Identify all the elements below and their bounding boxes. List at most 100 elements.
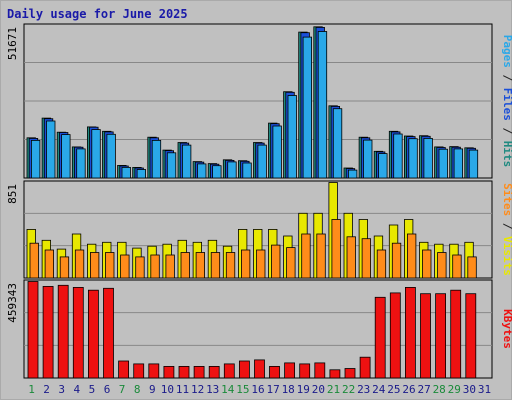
bar-pages-day-11 [181, 144, 192, 179]
bar-kbytes-day-14 [223, 363, 235, 379]
day-label-25: 25 [387, 383, 400, 396]
bar-sites-day-9 [150, 254, 160, 279]
y-max-label-visits-sites: 851 [6, 184, 19, 204]
day-label-28: 28 [433, 383, 446, 396]
bar-pages-day-21 [332, 108, 343, 179]
bar-sites-day-20 [316, 233, 326, 279]
day-label-21: 21 [327, 383, 340, 396]
bar-pages-day-5 [91, 129, 101, 179]
legend-part: Visits [501, 236, 512, 276]
bar-sites-day-11 [180, 252, 190, 279]
day-label-12: 12 [191, 383, 204, 396]
legend-part: Pages [501, 35, 512, 68]
day-label-2: 2 [43, 383, 50, 396]
bar-pages-day-15 [242, 162, 252, 179]
bar-sites-day-22 [346, 236, 356, 279]
bar-sites-day-15 [240, 249, 251, 279]
bar-pages-day-4 [76, 148, 86, 179]
day-label-6: 6 [104, 383, 111, 396]
bar-sites-day-7 [120, 254, 130, 279]
bar-pages-day-1 [30, 139, 41, 179]
day-label-17: 17 [266, 383, 279, 396]
bar-sites-day-8 [135, 256, 145, 279]
bar-kbytes-day-1 [27, 281, 39, 379]
bar-kbytes-day-5 [88, 289, 99, 379]
bar-pages-day-19 [302, 36, 313, 179]
chart-title: Daily usage for June 2025 [7, 7, 188, 21]
day-label-19: 19 [297, 383, 310, 396]
bar-kbytes-day-22 [344, 368, 356, 379]
bar-kbytes-day-11 [178, 365, 190, 379]
bar-pages-day-25 [393, 133, 403, 179]
bar-kbytes-day-3 [57, 284, 69, 379]
bar-sites-day-24 [376, 249, 387, 279]
bar-sites-day-4 [74, 249, 85, 279]
bar-kbytes-day-16 [254, 359, 265, 379]
bar-kbytes-day-2 [42, 285, 54, 379]
bar-kbytes-day-9 [148, 363, 160, 379]
bar-pages-day-28 [438, 148, 448, 179]
y-max-label-kbytes: 459343 [6, 283, 19, 323]
bar-pages-day-14 [227, 161, 237, 179]
bar-pages-day-10 [166, 152, 177, 179]
bar-kbytes-day-27 [420, 293, 431, 379]
bar-kbytes-day-26 [404, 286, 416, 379]
bar-pages-day-29 [453, 148, 464, 179]
legend-part: / [501, 216, 512, 236]
legend-part: / [501, 68, 512, 88]
bar-sites-day-16 [256, 249, 266, 279]
bar-sites-day-14 [225, 252, 236, 279]
bar-kbytes-day-19 [299, 363, 311, 379]
day-label-1: 1 [28, 383, 35, 396]
day-label-15: 15 [236, 383, 249, 396]
bar-pages-day-13 [212, 165, 222, 179]
bar-pages-day-24 [378, 153, 388, 179]
day-label-23: 23 [357, 383, 370, 396]
bar-kbytes-day-15 [238, 360, 250, 379]
bar-pages-day-2 [46, 120, 56, 179]
bar-pages-day-17 [272, 125, 282, 179]
day-label-20: 20 [312, 383, 325, 396]
bar-kbytes-day-17 [269, 365, 280, 379]
bar-pages-day-23 [363, 139, 373, 179]
bar-sites-day-2 [44, 249, 54, 279]
day-label-30: 30 [463, 383, 476, 396]
bar-pages-day-30 [468, 149, 479, 179]
bar-pages-day-12 [197, 163, 207, 179]
bar-sites-day-26 [406, 233, 417, 279]
bar-pages-day-26 [408, 138, 418, 179]
bar-kbytes-day-13 [208, 365, 220, 379]
day-label-4: 4 [73, 383, 80, 396]
bar-pages-day-3 [61, 134, 71, 179]
bar-kbytes-day-25 [389, 292, 401, 379]
bar-kbytes-day-20 [314, 362, 326, 379]
bar-kbytes-day-28 [435, 293, 447, 379]
day-label-22: 22 [342, 383, 355, 396]
bar-sites-day-25 [391, 242, 402, 279]
bar-pages-day-20 [317, 31, 328, 179]
bar-kbytes-day-6 [103, 287, 114, 379]
bar-kbytes-day-30 [465, 293, 477, 379]
bar-sites-day-13 [210, 252, 221, 279]
day-label-13: 13 [206, 383, 219, 396]
day-label-7: 7 [119, 383, 126, 396]
bar-kbytes-day-24 [374, 296, 386, 379]
bar-kbytes-day-18 [284, 362, 296, 379]
bar-kbytes-day-29 [450, 289, 462, 379]
day-label-10: 10 [161, 383, 174, 396]
bar-sites-day-28 [437, 252, 447, 279]
bar-sites-day-1 [29, 242, 39, 279]
bar-pages-day-27 [423, 137, 433, 179]
bar-sites-day-5 [90, 252, 100, 279]
bar-sites-day-6 [105, 252, 115, 279]
bar-kbytes-day-7 [118, 360, 129, 379]
day-label-16: 16 [251, 383, 264, 396]
bar-kbytes-day-21 [329, 369, 341, 379]
y-max-label-hits-files-pages: 51671 [6, 27, 19, 60]
day-label-14: 14 [221, 383, 235, 396]
bar-pages-day-7 [121, 166, 131, 179]
bar-sites-day-30 [467, 256, 477, 279]
day-label-29: 29 [448, 383, 461, 396]
bar-sites-day-27 [422, 249, 432, 279]
